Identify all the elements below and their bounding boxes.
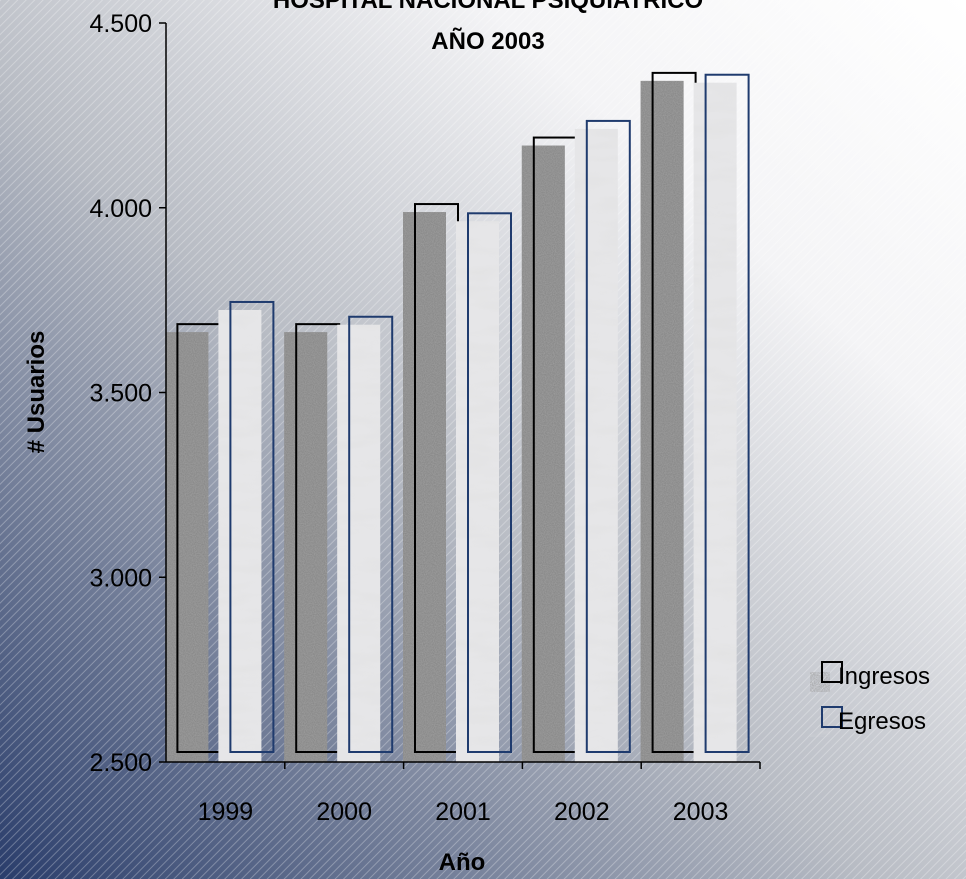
legend-label: Egresos	[838, 708, 926, 735]
x-axis-ticks: 1999 2000 2001 2002 2003	[198, 762, 761, 826]
y-axis-ticks: 2.500 3.000 3.500 4.000 4.500	[89, 10, 166, 777]
y-tick-label: 2.500	[89, 749, 152, 777]
legend-swatch-fill	[810, 672, 830, 692]
bar-egresos-1999	[218, 300, 275, 762]
chart-title-line-1: HOSPITAL NACIONAL PSIQUIATRICO	[273, 0, 703, 14]
bar-ingresos-2000	[284, 323, 341, 762]
y-tick-label: 4.500	[89, 10, 152, 38]
y-tick-label: 3.500	[89, 380, 152, 408]
plot-area	[165, 71, 750, 763]
legend-item-ingresos: Ingresos	[810, 661, 930, 692]
legend-swatch-fill	[810, 717, 830, 737]
chart-title-line-2: AÑO 2003	[431, 27, 544, 55]
bar-egresos-2000	[337, 315, 394, 762]
y-axis-title: # Usuarios	[23, 331, 50, 454]
legend: Ingresos Egresos	[810, 661, 930, 737]
x-tick-label: 2003	[673, 798, 729, 826]
bar-egresos-2003	[693, 73, 750, 763]
y-tick-label: 3.000	[89, 564, 152, 592]
x-tick-label: 2002	[554, 798, 610, 826]
y-tick-label: 4.000	[89, 195, 152, 223]
legend-swatch	[821, 706, 843, 728]
x-axis-title: Año	[439, 849, 486, 876]
legend-item-egresos: Egresos	[810, 706, 926, 737]
bar-egresos-2001	[456, 212, 512, 763]
x-tick-label: 1999	[198, 798, 254, 826]
x-tick-label: 2000	[316, 798, 372, 826]
bar-ingresos-2003	[640, 71, 697, 762]
bar-ingresos-2002	[521, 136, 578, 763]
legend-swatch	[821, 661, 843, 683]
x-tick-label: 2001	[435, 798, 491, 826]
legend-label: Ingresos	[838, 663, 930, 690]
bar-ingresos-2001	[403, 203, 459, 762]
bar-egresos-2002	[574, 119, 631, 763]
